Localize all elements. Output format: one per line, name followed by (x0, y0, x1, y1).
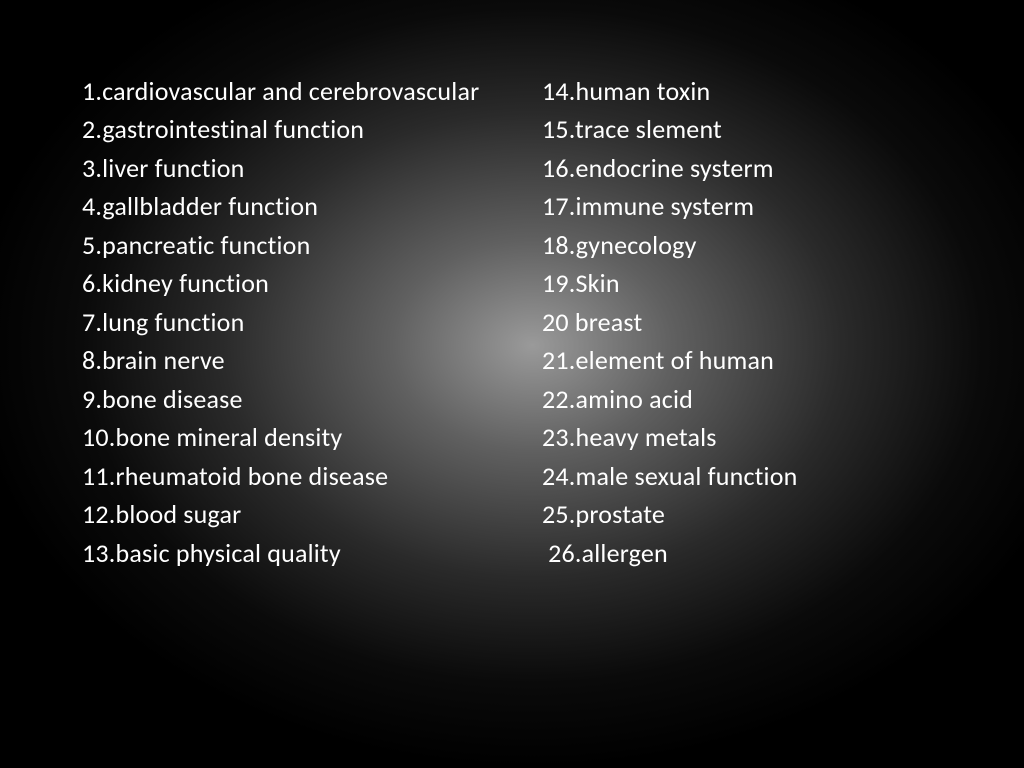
list-item: 7.lung function (82, 303, 494, 341)
list-item: 13.basic physical quality (82, 534, 494, 572)
list-item: 16.endocrine systerm (542, 149, 954, 187)
list-item: 1.cardiovascular and cerebrovascular (82, 72, 494, 110)
list-item: 5.pancreatic function (82, 226, 494, 264)
list-item: 20 breast (542, 303, 954, 341)
list-item: 9.bone disease (82, 380, 494, 418)
list-item: 12.blood sugar (82, 495, 494, 533)
list-item: 21.element of human (542, 341, 954, 379)
list-item: 8.brain nerve (82, 341, 494, 379)
list-item: 26.allergen (542, 534, 954, 572)
list-item: 24.male sexual function (542, 457, 954, 495)
list-item: 17.immune systerm (542, 187, 954, 225)
list-item: 6.kidney function (82, 264, 494, 302)
list-item: 10.bone mineral density (82, 418, 494, 456)
list-item: 15.trace slement (542, 110, 954, 148)
list-item: 3.liver function (82, 149, 494, 187)
list-item: 2.gastrointestinal function (82, 110, 494, 148)
list-item: 23.heavy metals (542, 418, 954, 456)
list-item: 14.human toxin (542, 72, 954, 110)
list-item: 4.gallbladder function (82, 187, 494, 225)
list-item: 18.gynecology (542, 226, 954, 264)
list-item: 25.prostate (542, 495, 954, 533)
list-item: 22.amino acid (542, 380, 954, 418)
slide-root: 1.cardiovascular and cerebrovascular 2.g… (0, 0, 1024, 768)
list-item: 11.rheumatoid bone disease (82, 457, 494, 495)
list-item: 19.Skin (542, 264, 954, 302)
column-left: 1.cardiovascular and cerebrovascular 2.g… (82, 72, 494, 708)
column-right: 14.human toxin 15.trace slement 16.endoc… (542, 72, 954, 708)
